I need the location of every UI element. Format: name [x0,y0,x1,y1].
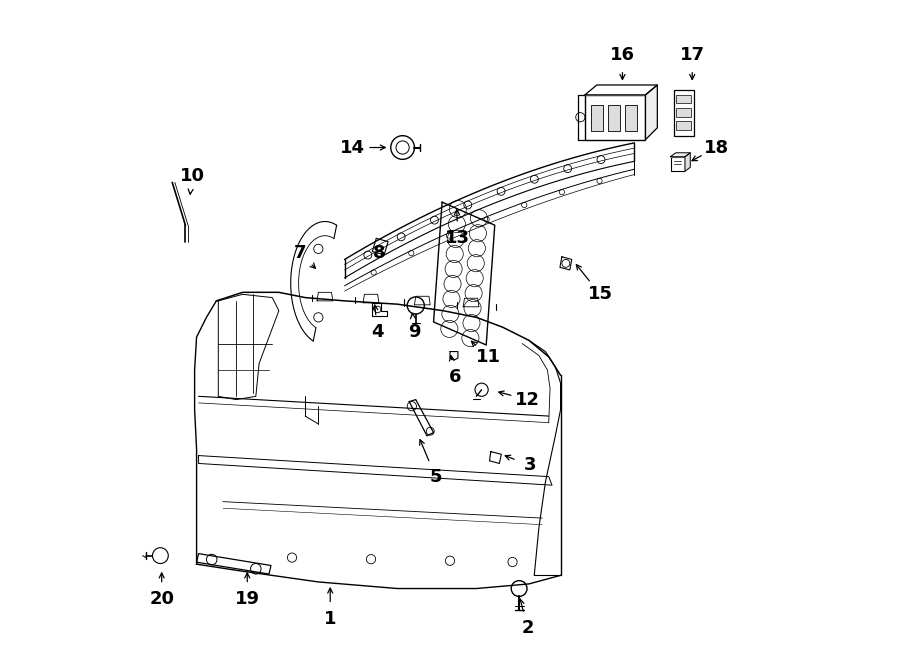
Polygon shape [345,143,634,278]
Text: 1: 1 [324,610,337,628]
Polygon shape [291,221,337,341]
Bar [674,90,694,136]
Polygon shape [434,202,495,345]
Text: 15: 15 [588,286,613,303]
Text: 20: 20 [149,590,175,608]
Polygon shape [670,153,690,157]
Polygon shape [645,85,657,139]
Text: 9: 9 [409,323,420,341]
Text: 14: 14 [340,139,365,157]
Text: 13: 13 [446,229,471,247]
Text: 16: 16 [610,46,635,64]
Bar [626,104,637,131]
Polygon shape [685,153,690,171]
Text: 19: 19 [235,590,260,608]
Polygon shape [560,256,572,270]
Bar [585,95,645,139]
Text: 17: 17 [680,46,705,64]
Circle shape [407,297,424,314]
Polygon shape [410,400,434,436]
Bar [670,157,685,171]
Polygon shape [490,451,501,463]
Bar [677,95,691,103]
Polygon shape [585,85,657,95]
Bar [677,108,691,116]
Text: 12: 12 [515,391,540,408]
Polygon shape [373,303,388,316]
Text: 5: 5 [429,467,442,486]
Text: 4: 4 [372,323,383,341]
Text: 3: 3 [524,457,536,475]
Text: 7: 7 [293,244,306,262]
Text: 6: 6 [449,368,462,385]
Polygon shape [450,352,458,360]
Text: 18: 18 [704,139,729,157]
Text: 10: 10 [179,167,204,185]
Circle shape [475,383,488,397]
Polygon shape [199,455,552,485]
Bar [591,104,603,131]
Text: 11: 11 [476,348,500,366]
Bar [677,121,691,130]
Polygon shape [196,554,271,574]
Circle shape [152,548,168,564]
Polygon shape [373,239,388,254]
Circle shape [511,580,527,596]
Text: 2: 2 [521,619,534,637]
Text: 8: 8 [374,244,386,262]
Bar [608,104,620,131]
Circle shape [391,136,415,159]
